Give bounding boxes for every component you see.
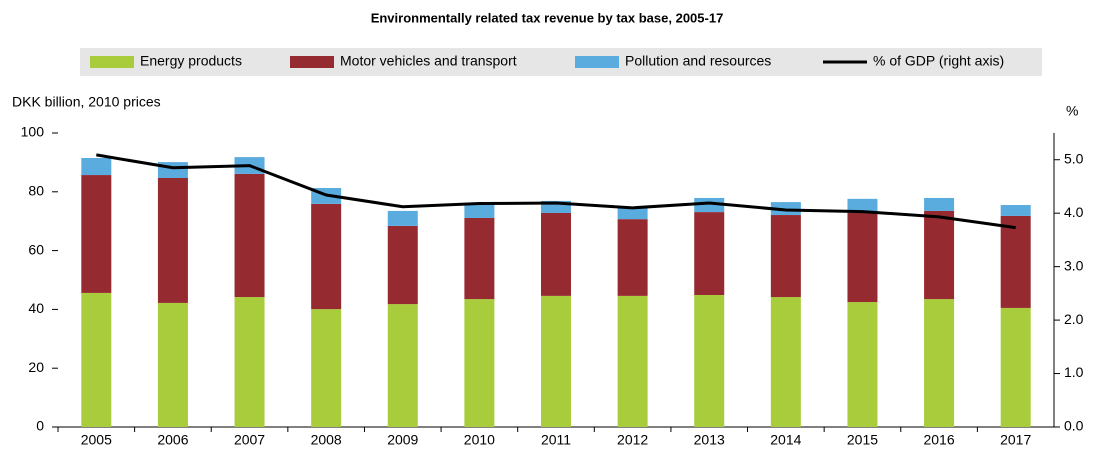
bar <box>81 175 112 293</box>
bar <box>924 210 955 300</box>
y2-tick-label: 2.0 <box>1064 311 1084 327</box>
bar <box>617 207 648 220</box>
bar <box>464 203 495 218</box>
bar <box>81 157 112 176</box>
y2-tick-label: 0.0 <box>1064 418 1084 434</box>
bar <box>387 225 418 305</box>
legend-label: % of GDP (right axis) <box>873 53 1004 69</box>
bar <box>541 212 571 296</box>
bar <box>770 215 801 298</box>
x-tick-label: 2005 <box>81 432 112 448</box>
chart-title: Environmentally related tax revenue by t… <box>371 10 724 25</box>
bar <box>387 210 418 226</box>
legend-swatch <box>90 56 134 68</box>
bar <box>924 197 955 211</box>
bar <box>157 302 188 427</box>
y-tick-label: 60 <box>28 241 44 257</box>
bar <box>311 309 342 427</box>
legend-background <box>80 48 1042 76</box>
line-series <box>96 153 1016 230</box>
x-tick-label: 2012 <box>617 432 648 448</box>
bar <box>1000 205 1031 216</box>
x-tick-label: 2009 <box>387 432 418 448</box>
y2-tick-label: 4.0 <box>1064 204 1084 220</box>
legend-swatch <box>290 56 334 68</box>
bar <box>464 299 495 427</box>
bar <box>311 203 342 310</box>
y-tick-label: 0 <box>36 418 44 434</box>
x-tick-label: 2013 <box>694 432 725 448</box>
x-tick-label: 2010 <box>464 432 495 448</box>
x-tick-label: 2014 <box>770 432 801 448</box>
y-tick-label: 20 <box>28 359 44 375</box>
y-tick-label: 80 <box>28 183 44 199</box>
bar <box>847 302 878 427</box>
legend-label: Pollution and resources <box>625 53 771 69</box>
legend-label: Motor vehicles and transport <box>340 53 517 69</box>
bar <box>1000 307 1031 427</box>
y-tick-label: 100 <box>21 124 45 140</box>
bar <box>924 299 955 427</box>
bar <box>617 219 648 296</box>
bar <box>157 177 188 303</box>
bar <box>234 297 265 427</box>
bar <box>81 292 112 427</box>
x-tick-label: 2008 <box>311 432 342 448</box>
y-axis-label: DKK billion, 2010 prices <box>12 94 161 110</box>
y2-tick-label: 5.0 <box>1064 150 1084 166</box>
bar <box>694 197 725 213</box>
legend-label: Energy products <box>140 53 242 69</box>
y2-tick-label: 3.0 <box>1064 257 1084 273</box>
bar <box>234 173 265 298</box>
y2-axis-label: % <box>1066 103 1078 119</box>
bar <box>617 295 648 427</box>
bar <box>770 297 801 427</box>
bar <box>694 212 725 295</box>
bar <box>847 198 878 213</box>
bar <box>464 217 495 300</box>
bar <box>847 212 878 303</box>
bar <box>694 294 725 427</box>
bar <box>1000 215 1031 308</box>
legend-swatch <box>575 56 619 68</box>
bar <box>387 304 418 427</box>
x-tick-label: 2011 <box>541 432 571 448</box>
y-tick-label: 40 <box>28 300 44 316</box>
x-tick-label: 2015 <box>847 432 878 448</box>
y2-tick-label: 1.0 <box>1064 364 1084 380</box>
x-tick-label: 2007 <box>234 432 265 448</box>
x-tick-label: 2006 <box>157 432 188 448</box>
x-tick-label: 2017 <box>1000 432 1031 448</box>
x-tick-label: 2016 <box>923 432 954 448</box>
bar <box>541 295 571 427</box>
